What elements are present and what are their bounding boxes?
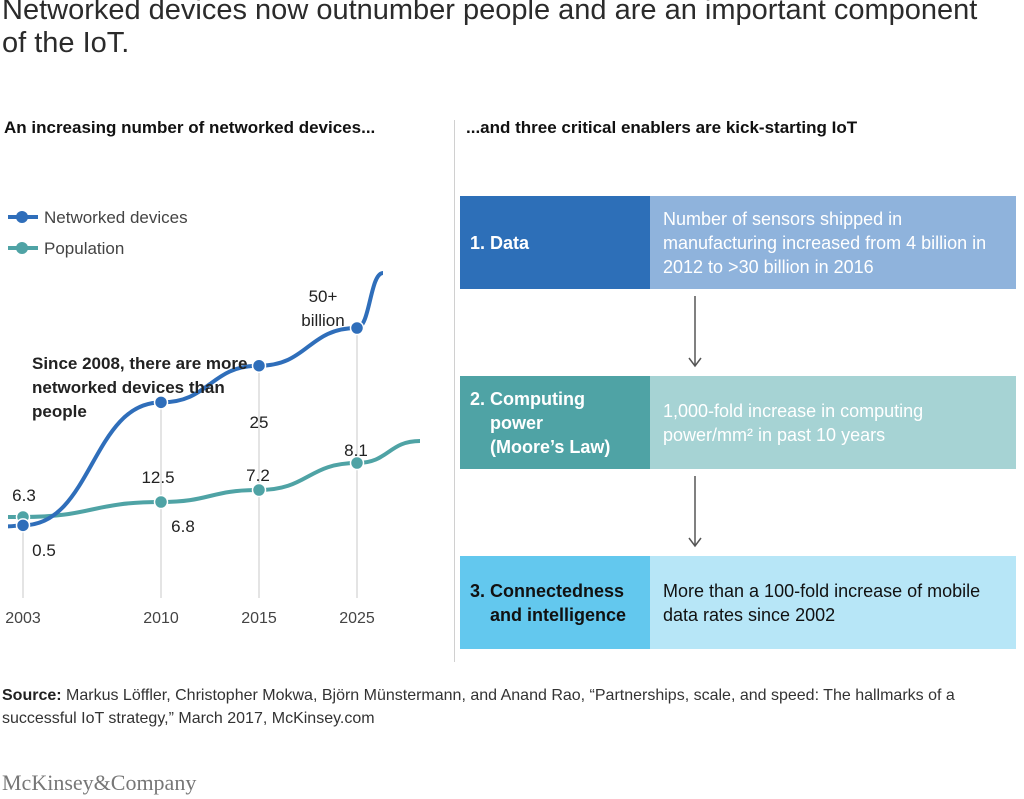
population-point-2010 bbox=[153, 494, 169, 510]
devices-point-2010 bbox=[153, 395, 169, 410]
devices-data-label-2003: 0.5 bbox=[32, 541, 56, 560]
arrow-down-icon bbox=[688, 296, 702, 368]
x-tick-label-2010: 2010 bbox=[143, 610, 179, 627]
source-prefix: Source: bbox=[2, 687, 62, 704]
mckinsey-logo: McKinsey&Company bbox=[2, 770, 197, 795]
x-tick-label-2025: 2025 bbox=[339, 610, 375, 627]
x-tick-label-2003: 2003 bbox=[5, 610, 41, 627]
right-section-heading: ...and three critical enablers are kick-… bbox=[466, 118, 858, 137]
population-data-label-2003: 6.3 bbox=[12, 486, 36, 505]
devices-data-label-2015: 25 bbox=[250, 413, 269, 432]
enabler-data-description: Number of sensors shipped in manufacturi… bbox=[650, 196, 1016, 289]
population-data-label-2015: 7.2 bbox=[246, 466, 270, 485]
line-chart: 2003 2010 2015 2025 0.5 12.5 25 50+ billion 6.3 6.… bbox=[5, 271, 421, 627]
chart-annotation: Since 2008, there are more networked dev… bbox=[32, 354, 248, 421]
enabler-data: 1. Data Number of sensors shipped in man… bbox=[460, 196, 1016, 289]
legend-dot-population bbox=[16, 242, 28, 254]
enabler-connectedness-label: 3. Connectedness and intelligence bbox=[460, 556, 650, 649]
population-data-label-2010: 6.8 bbox=[171, 517, 195, 536]
arrow-down-icon bbox=[688, 476, 702, 548]
devices-data-label-2010: 12.5 bbox=[141, 468, 174, 487]
legend-dot-devices bbox=[16, 211, 28, 223]
left-section-heading: An increasing number of networked device… bbox=[4, 118, 376, 137]
enabler-data-label-text: 1. Data bbox=[470, 232, 530, 253]
page-title: Networked devices now outnumber people a… bbox=[2, 0, 978, 59]
source-note: Source: Markus Löffler, Christopher Mokw… bbox=[2, 684, 1012, 730]
devices-point-2025 bbox=[349, 320, 365, 336]
population-point-2015 bbox=[251, 482, 267, 498]
legend-label-devices: Networked devices bbox=[44, 208, 188, 227]
legend-label-population: Population bbox=[44, 239, 125, 258]
enabler-computing-description-text: 1,000-fold increase in computing power/m… bbox=[663, 400, 924, 445]
devices-point-2015 bbox=[251, 358, 267, 373]
enabler-connectedness-description-text: More than a 100-fold increase of mobile … bbox=[663, 580, 981, 625]
enabler-connectedness: 3. Connectedness and intelligence More t… bbox=[460, 556, 1016, 649]
enabler-data-description-text: Number of sensors shipped in manufacturi… bbox=[663, 208, 987, 277]
devices-data-label-2025: 50+ billion bbox=[301, 287, 344, 330]
x-tick-label-2015: 2015 bbox=[241, 610, 277, 627]
source-text: Markus Löffler, Christopher Mokwa, Björn… bbox=[2, 687, 955, 727]
section-divider bbox=[454, 120, 455, 662]
enabler-data-label: 1. Data bbox=[460, 196, 650, 289]
enabler-computing-label-text: 2. Computing power (Moore’s Law) bbox=[470, 388, 611, 457]
enabler-connectedness-description: More than a 100-fold increase of mobile … bbox=[650, 556, 1016, 649]
population-point-2025 bbox=[349, 455, 365, 471]
devices-point-2003 bbox=[15, 518, 31, 533]
enabler-computing-description: 1,000-fold increase in computing power/m… bbox=[650, 376, 1016, 469]
enabler-computing-label: 2. Computing power (Moore’s Law) bbox=[460, 376, 650, 469]
enabler-connectedness-label-text: 3. Connectedness and intelligence bbox=[470, 580, 627, 625]
enabler-computing: 2. Computing power (Moore’s Law) 1,000-f… bbox=[460, 376, 1016, 469]
population-data-label-2025: 8.1 bbox=[344, 441, 368, 460]
